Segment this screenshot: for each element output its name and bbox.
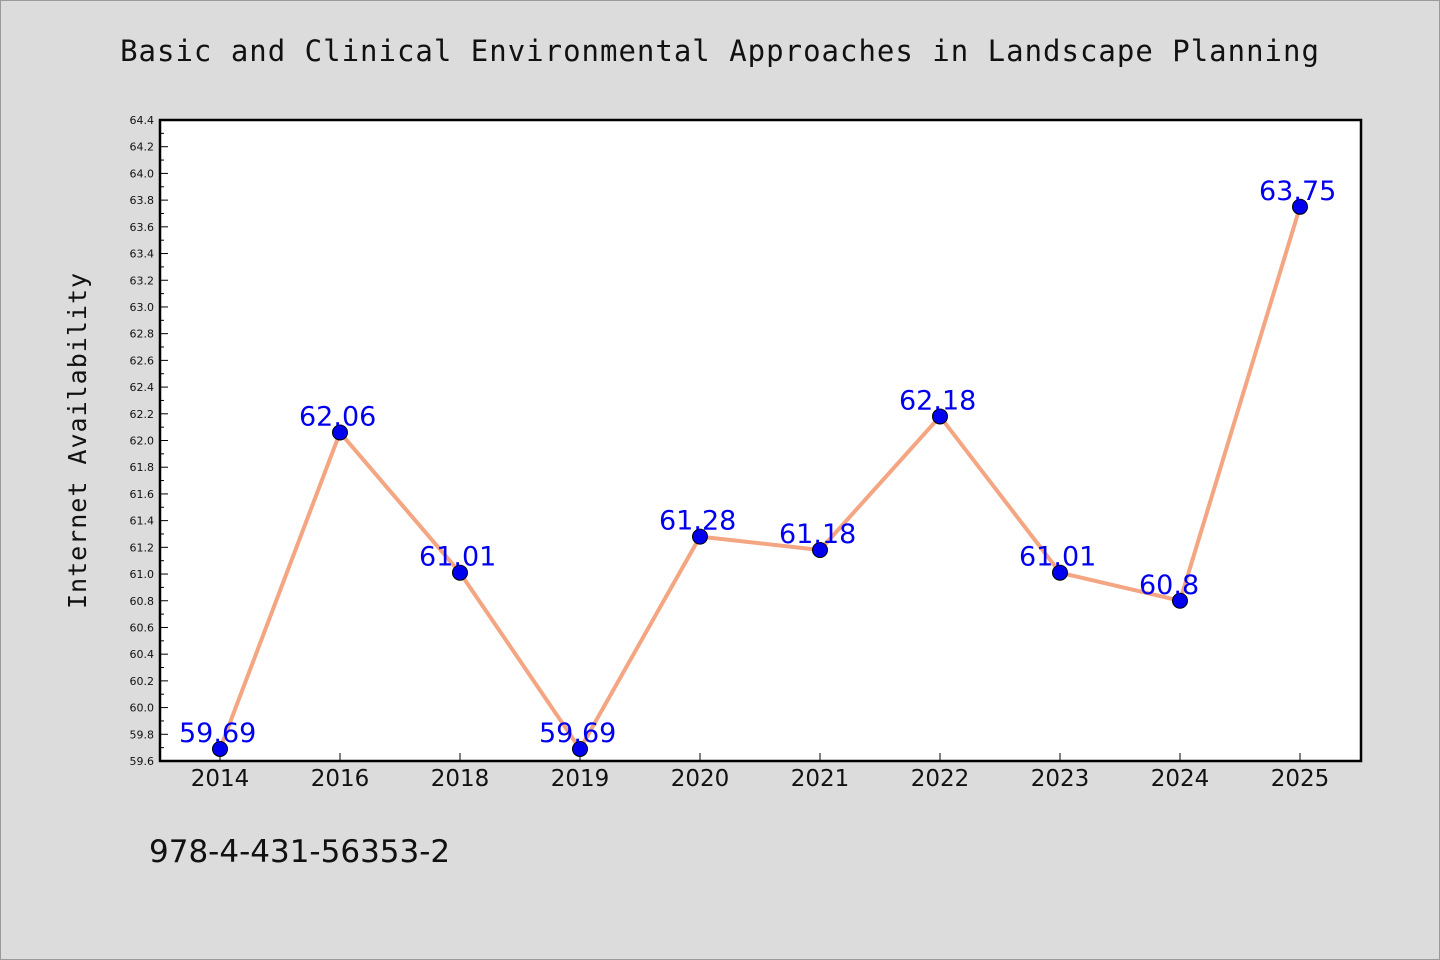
data-point [452,564,468,581]
x-tick-label: 2022 [911,766,970,792]
y-axis-label: Internet Availability [63,272,92,609]
y-tick-label: 64.4 [130,114,155,127]
y-tick-label: 61.0 [130,568,155,581]
x-tick-label: 2023 [1031,766,1090,792]
y-tick-label: 64.0 [130,167,155,180]
data-point [1172,592,1188,609]
data-point [1292,198,1308,215]
y-tick-label: 62.8 [130,328,155,341]
data-label: 59.69 [179,718,256,749]
x-tick-label: 2025 [1271,766,1330,792]
plot-area [160,120,1361,761]
data-label: 61.28 [659,506,736,537]
y-tick-label: 63.6 [130,221,155,234]
footer-code: 978-4-431-56353-2 [149,834,451,870]
y-tick-label: 60.0 [130,702,155,715]
data-label: 61.01 [1019,542,1096,573]
data-point [332,424,348,441]
y-tick-label: 61.6 [130,488,155,501]
y-tick-label: 62.4 [130,381,155,394]
data-point [932,408,948,425]
y-tick-label: 60.2 [130,675,155,688]
y-tick-label: 61.4 [130,515,155,528]
y-tick-label: 62.6 [130,354,155,367]
x-tick-label: 2014 [191,766,250,792]
y-tick-label: 62.0 [130,435,155,448]
x-tick-label: 2020 [671,766,730,792]
y-tick-label: 62.2 [130,408,155,421]
y-tick-label: 63.4 [130,248,155,261]
data-point [1052,564,1068,581]
y-tick-label: 63.8 [130,194,155,207]
data-point [692,528,708,545]
data-label: 61.18 [779,519,856,550]
data-label: 60.8 [1139,570,1199,601]
plot-frame [158,118,1363,763]
series-line [218,206,1302,751]
x-tick-label: 2018 [431,766,490,792]
data-point [812,542,828,559]
y-tick-label: 59.8 [130,728,155,741]
x-tick-label: 2019 [551,766,610,792]
data-label: 59.69 [539,718,616,749]
x-tick-label: 2016 [311,766,370,792]
y-tick-label: 59.6 [130,755,155,768]
data-label: 63.75 [1259,176,1336,207]
x-tick-label: 2024 [1151,766,1210,792]
y-tick-label: 61.8 [130,461,155,474]
chart-title: Basic and Clinical Environmental Approac… [120,34,1320,68]
data-point [212,740,228,757]
data-label: 61.01 [419,542,496,573]
data-label: 62.18 [899,385,976,416]
y-tick-label: 60.4 [130,648,155,661]
y-tick-label: 60.6 [130,621,155,634]
y-tick-label: 60.8 [130,595,155,608]
x-tick-label: 2021 [791,766,850,792]
y-tick-label: 63.2 [130,274,155,287]
y-tick-label: 64.2 [130,141,155,154]
data-label: 62.06 [299,401,376,432]
data-point [572,740,588,757]
y-tick-label: 63.0 [130,301,155,314]
y-tick-label: 61.2 [130,541,155,554]
